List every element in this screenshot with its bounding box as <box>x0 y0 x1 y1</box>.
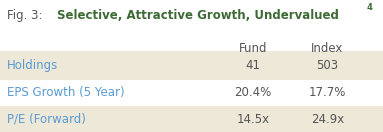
Text: 24.9x: 24.9x <box>311 113 344 126</box>
Text: 17.7%: 17.7% <box>309 86 346 99</box>
Text: 4: 4 <box>367 3 373 12</box>
Text: 14.5x: 14.5x <box>236 113 269 126</box>
Text: 503: 503 <box>316 59 339 72</box>
Text: 41: 41 <box>245 59 260 72</box>
Text: Holdings: Holdings <box>7 59 58 72</box>
Bar <box>0 106 383 132</box>
Text: EPS Growth (5 Year): EPS Growth (5 Year) <box>7 86 124 99</box>
Text: Index: Index <box>311 42 344 55</box>
Text: 20.4%: 20.4% <box>234 86 272 99</box>
Bar <box>0 51 383 80</box>
Text: Selective, Attractive Growth, Undervalued: Selective, Attractive Growth, Undervalue… <box>57 9 339 22</box>
Text: Fund: Fund <box>239 42 267 55</box>
Text: P/E (Forward): P/E (Forward) <box>7 113 86 126</box>
Text: Fig. 3:: Fig. 3: <box>7 9 46 22</box>
